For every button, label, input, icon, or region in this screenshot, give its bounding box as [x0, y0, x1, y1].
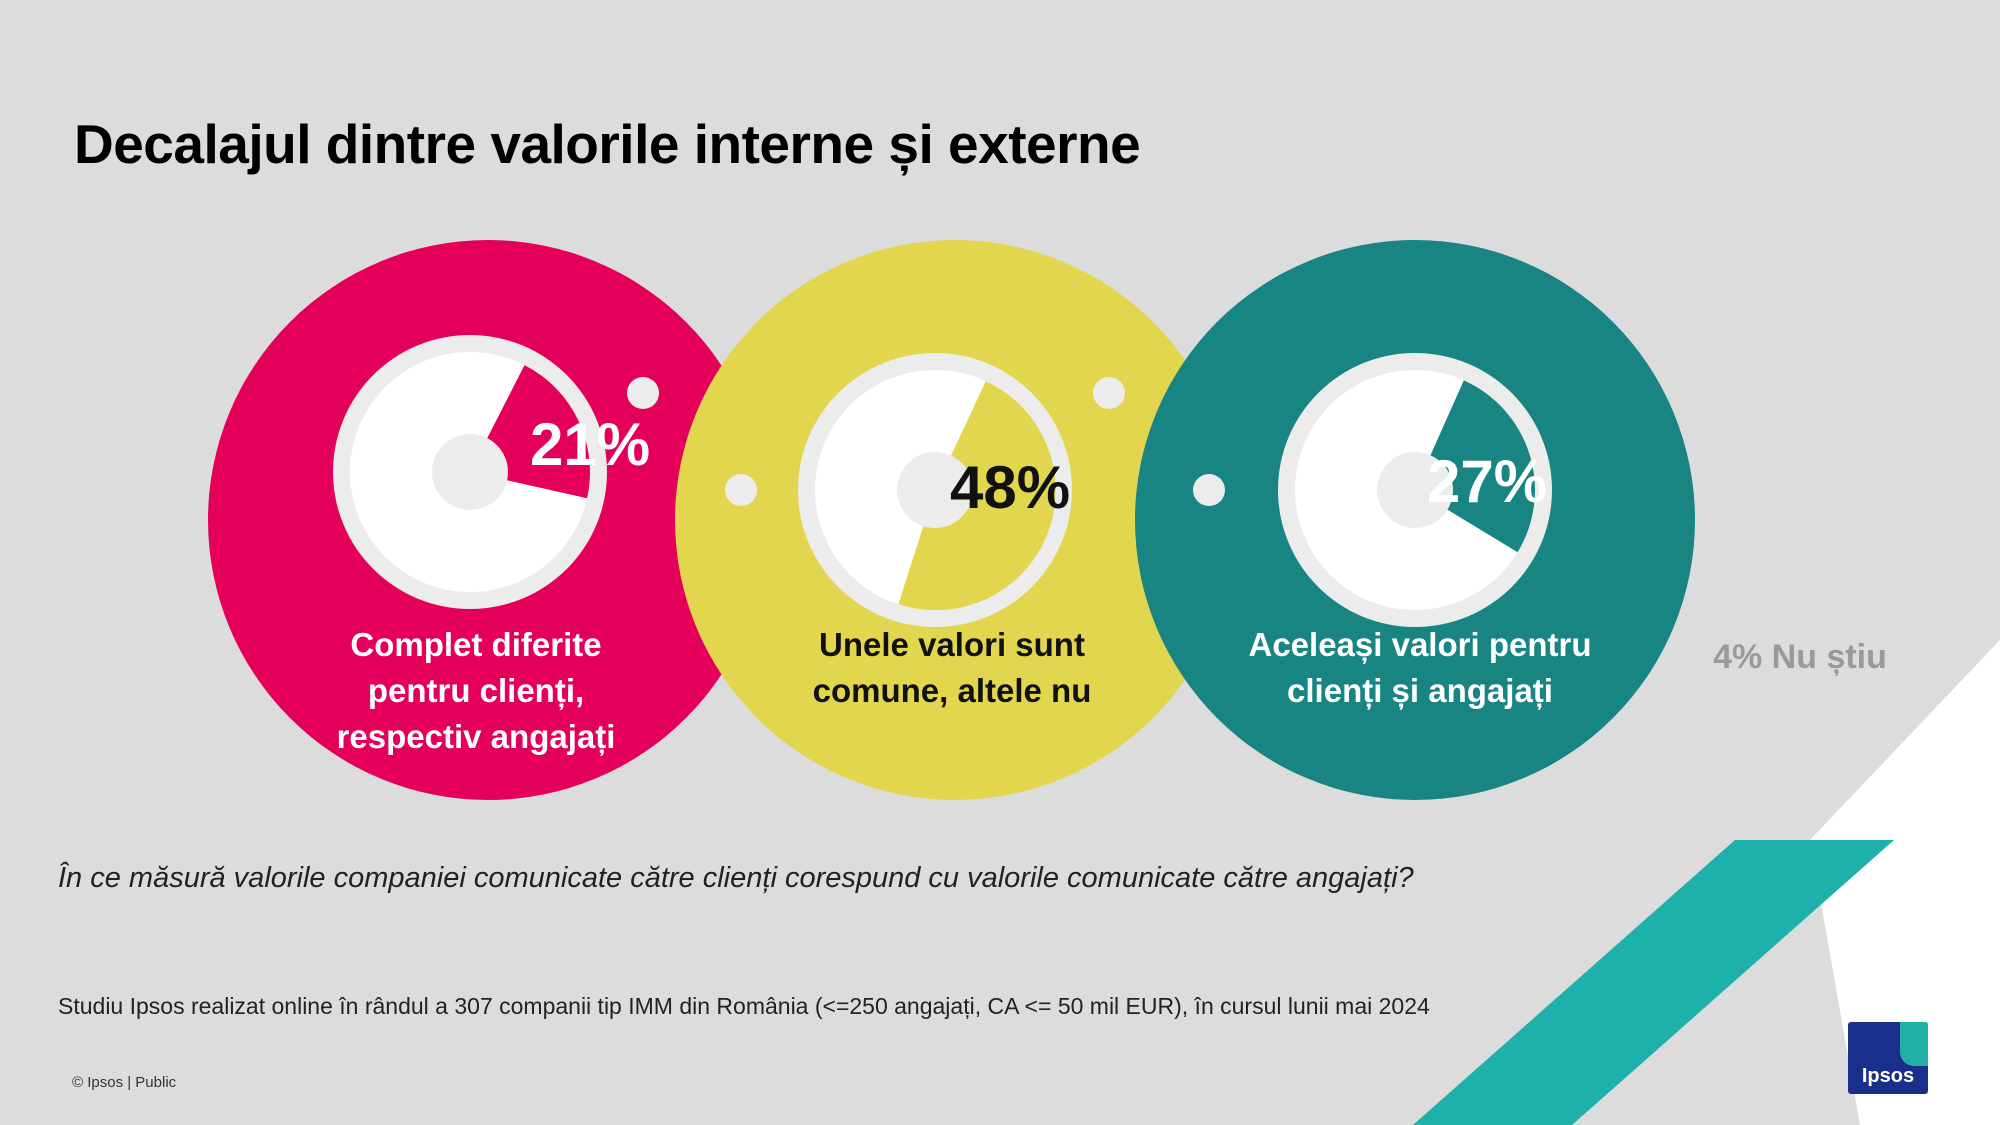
source-note: Studiu Ipsos realizat online în rândul a…: [58, 993, 1430, 1019]
logo-text: Ipsos: [1861, 1065, 1915, 1087]
value-label-3: 27%: [1427, 448, 1547, 515]
white-corner-shape: [1810, 640, 2000, 1125]
category-label-3: Aceleași valori pentru clienți și angaja…: [1248, 626, 1592, 709]
page-title: Decalajul dintre valorile interne și ext…: [74, 113, 1141, 175]
survey-question: În ce măsură valorile companiei comunica…: [58, 862, 1414, 894]
value-label-2: 48%: [950, 454, 1070, 521]
teal-stripe-shape: [1413, 840, 1894, 1125]
dont-know-label: 4% Nu știu: [1713, 638, 1887, 676]
donut-segment-3: [1415, 380, 1535, 553]
donut-hole-1: [432, 434, 508, 510]
dot-2: [725, 474, 757, 506]
donut-hole-3: [1377, 452, 1453, 528]
donut-3: [1135, 240, 1695, 800]
category-label-1: Complet diferite pentru clienți, respect…: [336, 626, 616, 755]
dot-3: [1093, 377, 1125, 409]
donut-1: [208, 240, 768, 800]
ipsos-logo: Ipsos: [1848, 1022, 1928, 1094]
donut-2: [675, 240, 1235, 800]
dot-4: [1193, 474, 1225, 506]
copyright-note: © Ipsos | Public: [72, 1074, 177, 1091]
category-label-2: Unele valori sunt comune, altele nu: [812, 626, 1092, 709]
value-label-1: 21%: [530, 411, 650, 478]
dot-1: [627, 377, 659, 409]
donut-segment-2: [898, 381, 1056, 611]
donut-hole-2: [897, 452, 973, 528]
logo-tag-shape: [1900, 1022, 1928, 1066]
